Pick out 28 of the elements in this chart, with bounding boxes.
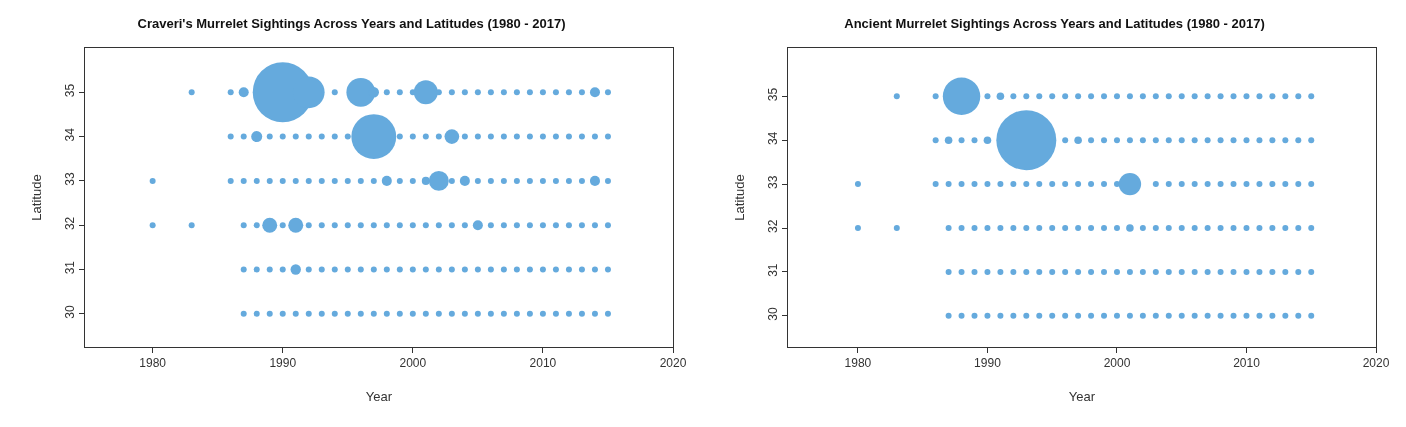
- y-axis-title: Latitude: [29, 174, 45, 221]
- y-tick-label: 34: [63, 127, 78, 142]
- x-tick-label: 2020: [1362, 356, 1390, 371]
- y-tick-label: 33: [766, 175, 781, 189]
- y-tick-label: 34: [766, 131, 781, 146]
- x-axis-title: Year: [365, 389, 393, 404]
- x-tick-label: 1990: [269, 356, 297, 371]
- y-tick-label: 32: [63, 216, 78, 231]
- y-tick-label: 35: [766, 87, 781, 102]
- y-tick-label: 32: [766, 219, 781, 233]
- chart-title: Craveri's Murrelet Sightings Across Years and Latitudes (1980 - 2017): [137, 16, 566, 32]
- y-tick-label: 33: [63, 172, 78, 186]
- y-tick-label: 35: [63, 83, 78, 98]
- x-tick-label: 2020: [659, 356, 687, 371]
- x-tick-label: 2000: [1103, 356, 1131, 371]
- x-tick-label: 2010: [1233, 356, 1261, 371]
- y-tick-label: 30: [766, 307, 781, 321]
- x-tick-label: 1980: [139, 356, 167, 371]
- y-tick-label: 30: [63, 304, 78, 319]
- y-axis-title: Latitude: [732, 174, 748, 221]
- chart-title: Ancient Murrelet Sightings Across Years and Latitudes (1980 - 2017): [844, 16, 1265, 32]
- y-tick-label: 31: [63, 260, 78, 275]
- x-tick-label: 1980: [844, 356, 872, 371]
- y-tick-label: 31: [766, 263, 781, 277]
- x-tick-label: 2010: [529, 356, 557, 371]
- x-axis-title: Year: [1068, 389, 1096, 404]
- x-tick-label: 2000: [399, 356, 427, 371]
- x-tick-label: 1990: [974, 356, 1002, 371]
